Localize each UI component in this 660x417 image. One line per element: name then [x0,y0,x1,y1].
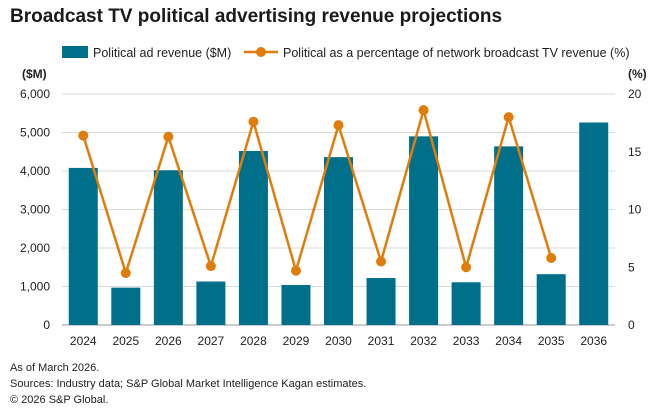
bar-2034 [494,146,524,325]
bar-2029 [281,284,311,325]
line-series [82,105,553,278]
footer-note: As of March 2026. [10,362,100,374]
right-tick-label: 10 [628,203,642,217]
left-tick-label: 4,000 [20,164,50,178]
point-2027 [205,261,216,272]
right-tick-label: 5 [628,260,635,274]
legend-label-bar: Political ad revenue ($M) [93,46,231,60]
bar-2033 [451,282,481,325]
chart-title: Broadcast TV political advertising reven… [10,6,503,27]
point-2029 [290,265,301,276]
footer-sources: Sources: Industry data; S&P Global Marke… [10,378,367,390]
point-2031 [376,256,387,267]
x-tick-label: 2036 [580,334,607,348]
x-tick-label: 2024 [70,334,97,348]
point-2035 [546,253,557,264]
chart-svg: 0 1,000 2,000 3,000 4,000 5,000 6,000 0 5 10 15 20 (… [20,46,647,348]
point-2028 [248,116,259,127]
x-tick-label: 2032 [410,334,437,348]
point-2032 [418,105,429,116]
bar-2027 [196,281,226,325]
legend-marker-line [256,47,266,57]
point-2030 [333,120,344,131]
x-tick-label: 2027 [198,334,225,348]
bar-2036 [579,122,609,326]
left-tick-label: 1,000 [20,280,50,294]
right-axis-label: (%) [628,67,647,81]
legend-swatch-bar [62,46,88,58]
x-tick-label: 2028 [240,334,267,348]
x-tick-label: 2030 [325,334,352,348]
left-tick-label: 0 [43,318,50,332]
bar-2030 [324,157,353,325]
footer-copyright: © 2026 S&P Global. [10,394,109,406]
right-tick-label: 0 [628,318,635,332]
x-tick-label: 2033 [453,334,480,348]
left-tick-label: 5,000 [20,126,50,140]
x-tick-label: 2035 [538,334,565,348]
left-axis-label: ($M) [22,67,47,81]
bar-2032 [409,136,439,325]
right-tick-label: 15 [628,145,642,159]
bar-2025 [111,287,141,325]
point-2025 [120,268,131,279]
point-2033 [461,262,472,273]
right-tick-label: 20 [628,87,642,101]
x-tick-label: 2034 [495,334,522,348]
left-tick-label: 3,000 [20,203,50,217]
legend-label-line: Political as a percentage of network bro… [283,46,629,60]
left-tick-label: 2,000 [20,241,50,255]
x-tick-label: 2025 [112,334,139,348]
bar-2028 [238,150,268,325]
x-tick-label: 2029 [283,334,310,348]
left-tick-label: 6,000 [20,87,50,101]
bar-2026 [153,170,183,325]
x-tick-label: 2031 [368,334,395,348]
bar-2031 [366,278,396,325]
x-tick-label: 2026 [155,334,182,348]
point-2034 [503,112,514,123]
point-2024 [78,130,89,141]
bar-2024 [68,167,98,325]
point-2026 [163,131,174,142]
bar-2035 [536,274,566,325]
